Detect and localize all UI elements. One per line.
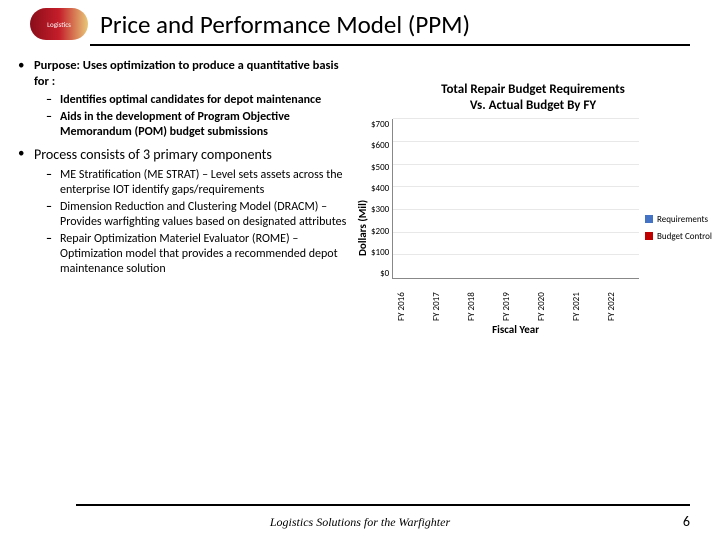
chart-plot [392, 119, 639, 279]
chart-xlabel: Fiscal Year [392, 323, 639, 336]
bullet-purpose: • Purpose: Uses optimization to produce … [18, 58, 348, 89]
bullet-process: • Process consists of 3 primary componen… [18, 146, 348, 164]
divider-bottom [76, 504, 690, 506]
legend-item: Budget Control [645, 231, 712, 242]
chart-panel: Total Repair Budget Requirements Vs. Act… [348, 52, 712, 336]
chart-ylabel: Dollars (Mil) [354, 119, 371, 336]
divider-top [90, 44, 690, 46]
footer-tagline: Logistics Solutions for the Warfighter [0, 515, 720, 530]
bullet-sub: – Repair Optimization Materiel Evaluator… [46, 232, 348, 277]
chart-legend: Requirements Budget Control [639, 208, 712, 248]
page-title: Price and Performance Model (PPM) [100, 9, 470, 40]
chart-title: Total Repair Budget Requirements Vs. Act… [354, 82, 712, 113]
bullet-sub: – ME Stratification (ME STRAT) – Level s… [46, 168, 348, 198]
chart-yaxis: $700$600$500$400$300$200$100$0 [371, 119, 392, 279]
bullet-column: • Purpose: Uses optimization to produce … [18, 52, 348, 336]
logo: Logistics [30, 8, 88, 40]
legend-item: Requirements [645, 214, 712, 225]
bullet-sub: – Dimension Reduction and Clustering Mod… [46, 200, 348, 230]
chart-xaxis: FY 2016FY 2017FY 2018FY 2019FY 2020FY 20… [392, 279, 639, 321]
bullet-sub: – Aids in the development of Program Obj… [46, 110, 348, 140]
page-number: 6 [683, 513, 690, 530]
bullet-sub: – Identifies optimal candidates for depo… [46, 93, 348, 108]
